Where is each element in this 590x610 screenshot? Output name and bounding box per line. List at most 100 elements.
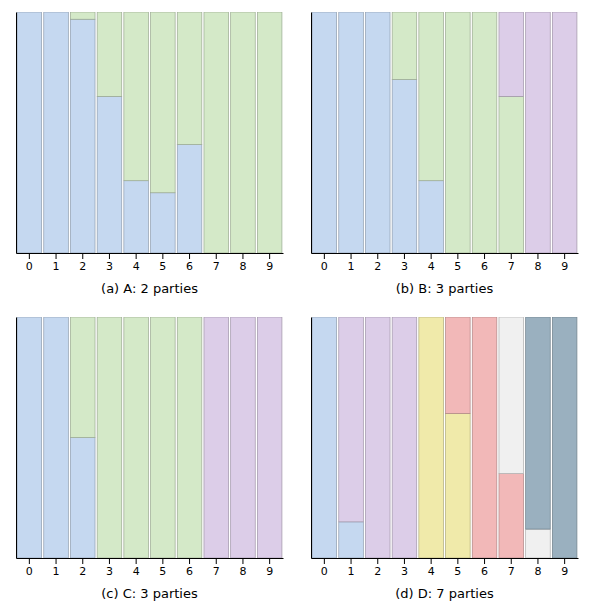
x-tick: 3 [401, 253, 408, 273]
bar-segment [257, 12, 282, 253]
bar-segment [70, 19, 95, 253]
bar-segment [231, 317, 256, 558]
bar-segment [446, 12, 471, 253]
bar-segment [339, 317, 364, 318]
bar-segment [392, 317, 417, 318]
x-tick-label: 2 [374, 260, 381, 273]
bar-segment [44, 317, 69, 318]
bar-segment [124, 317, 149, 558]
x-tick-mark [269, 253, 270, 259]
x-tick-mark [511, 558, 512, 564]
x-tick: 9 [266, 253, 273, 273]
bar-segment [312, 317, 337, 318]
x-tick-mark [136, 558, 137, 564]
x-tick-label: 9 [561, 565, 568, 578]
bar-segment [177, 12, 202, 145]
y-axis [16, 318, 17, 559]
bar-segment [446, 413, 471, 558]
panel: 0123456789(a) A: 2 parties [17, 12, 284, 296]
x-tick-mark [56, 253, 57, 259]
bar-segment [70, 12, 95, 19]
bar-segment [204, 317, 229, 558]
bar-segment [339, 12, 364, 13]
bar-segment [44, 12, 69, 13]
x-tick-mark [537, 558, 538, 564]
x-axis-title: (c) C: 3 parties [101, 586, 198, 601]
x-tick: 4 [133, 558, 140, 578]
x-tick: 8 [534, 558, 541, 578]
bar-segment [97, 317, 122, 318]
x-tick-mark [82, 253, 83, 259]
x-tick-mark [324, 558, 325, 564]
series [70, 317, 201, 558]
x-tick-label: 7 [508, 260, 515, 273]
bar-segment [97, 12, 122, 96]
x-tick: 2 [79, 558, 86, 578]
bar-segment [392, 12, 417, 79]
x-tick-label: 6 [481, 260, 488, 273]
bar-segment [392, 317, 417, 318]
x-tick: 4 [428, 253, 435, 273]
x-tick-mark [242, 253, 243, 259]
x-axis: 0123456789 [17, 253, 284, 273]
bar-segment [419, 317, 444, 318]
x-tick-label: 0 [26, 565, 33, 578]
y-axis [16, 13, 17, 254]
x-tick-label: 4 [133, 260, 140, 273]
x-axis: 0123456789 [312, 253, 579, 273]
bar-segment [446, 317, 471, 318]
x-tick-mark [404, 253, 405, 259]
x-tick-label: 8 [239, 260, 246, 273]
bar-segment [419, 317, 444, 318]
x-tick: 6 [186, 253, 193, 273]
bar-segment [17, 317, 42, 318]
plot-area [17, 12, 282, 253]
x-tick-label: 4 [133, 565, 140, 578]
panel: 0123456789(c) C: 3 parties [17, 317, 284, 601]
x-tick-label: 8 [239, 565, 246, 578]
x-tick: 5 [159, 558, 166, 578]
bar-segment [499, 317, 524, 318]
bar-segment [499, 317, 524, 474]
panel: 0123456789(d) D: 7 parties [312, 317, 579, 601]
x-tick: 0 [26, 253, 33, 273]
x-tick-mark [162, 253, 163, 259]
bar-segment [365, 12, 390, 13]
x-tick-label: 4 [428, 260, 435, 273]
x-tick-mark [431, 558, 432, 564]
x-tick-mark [216, 253, 217, 259]
series [419, 317, 470, 558]
x-tick: 1 [348, 253, 355, 273]
x-tick-mark [242, 558, 243, 564]
x-tick: 7 [213, 253, 220, 273]
x-tick-mark [189, 253, 190, 259]
bar-segment [97, 317, 122, 558]
series [392, 12, 523, 253]
bar-segment [177, 317, 202, 558]
x-tick: 7 [508, 253, 515, 273]
bar-segment [392, 317, 417, 318]
x-axis: 0123456789 [312, 558, 579, 578]
x-tick-label: 6 [186, 260, 193, 273]
series [446, 317, 524, 558]
x-axis-title: (b) B: 3 parties [396, 281, 494, 296]
bar-segment [231, 12, 256, 253]
x-tick-mark [457, 253, 458, 259]
bar-segment [17, 317, 42, 318]
x-tick-label: 9 [266, 260, 273, 273]
bar-segment [339, 522, 364, 558]
x-tick-label: 3 [401, 565, 408, 578]
x-tick: 5 [454, 253, 461, 273]
x-tick-label: 3 [401, 260, 408, 273]
bar-segment [70, 438, 95, 559]
x-tick-mark [109, 253, 110, 259]
series [312, 317, 363, 558]
bar-segment [499, 12, 524, 96]
x-tick-mark [269, 558, 270, 564]
x-tick-label: 5 [159, 260, 166, 273]
series [17, 12, 202, 253]
x-tick-label: 1 [348, 260, 355, 273]
x-tick-mark [377, 253, 378, 259]
bar-segment [419, 317, 444, 558]
bar-segment [70, 317, 95, 318]
